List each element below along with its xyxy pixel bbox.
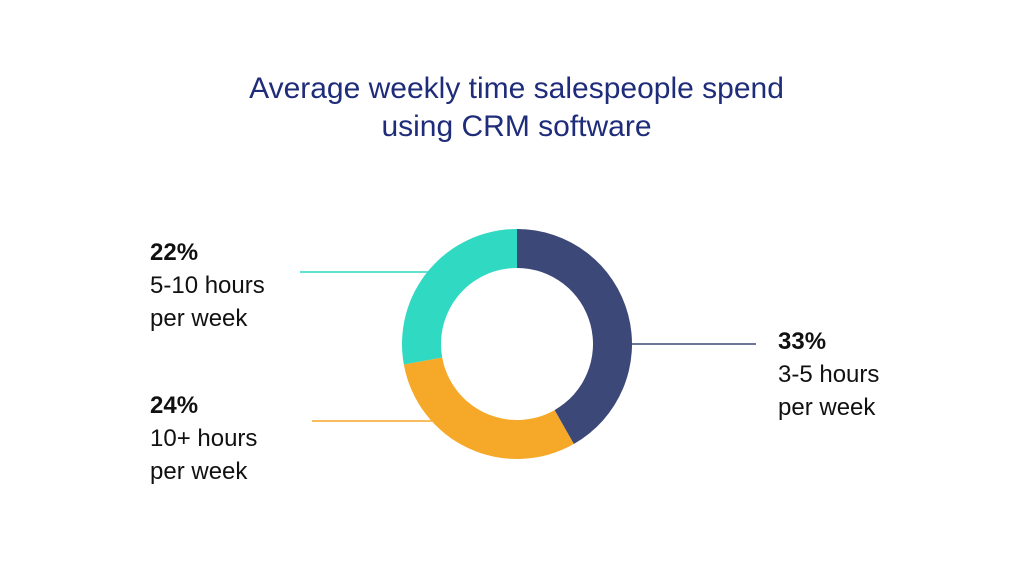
slice-percent: 24% [150,392,199,419]
slice-percent: 22% [150,239,199,266]
slice-description-line-1: 5-10 hours [150,272,265,299]
chart-title: Average weekly time salespeople spend us… [0,70,1033,146]
chart-title-line-2: using CRM software [381,110,652,143]
slice-label-5-10-hours: 22% 5-10 hours per week [150,236,265,335]
donut-slice-0 [517,229,632,444]
chart-title-line-1: Average weekly time salespeople spend [249,72,784,105]
slice-description-line-1: 10+ hours [150,425,258,452]
slice-description-line-2: per week [778,394,876,421]
donut-slice-2 [402,229,517,365]
slice-percent: 33% [778,328,827,355]
slice-description-line-2: per week [150,305,248,332]
slice-label-3-5-hours: 33% 3-5 hours per week [778,325,879,424]
slice-label-10-plus-hours: 24% 10+ hours per week [150,389,257,488]
donut-slice-1 [403,357,574,460]
slice-description-line-1: 3-5 hours [778,361,880,388]
slice-description-line-2: per week [150,458,248,485]
